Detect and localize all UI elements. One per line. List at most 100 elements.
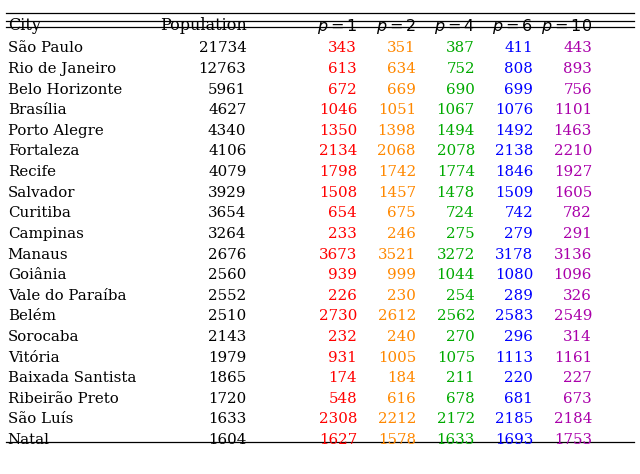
Text: 1633: 1633 <box>436 433 475 447</box>
Text: 724: 724 <box>446 206 475 220</box>
Text: 289: 289 <box>504 289 533 303</box>
Text: 240: 240 <box>387 330 416 344</box>
Text: 2210: 2210 <box>554 145 592 158</box>
Text: 1633: 1633 <box>208 412 246 427</box>
Text: 1076: 1076 <box>495 103 533 117</box>
Text: 1051: 1051 <box>378 103 416 117</box>
Text: 672: 672 <box>328 82 357 97</box>
Text: $p=10$: $p=10$ <box>541 17 592 36</box>
Text: 675: 675 <box>387 206 416 220</box>
Text: 4079: 4079 <box>208 165 246 179</box>
Text: 314: 314 <box>563 330 592 344</box>
Text: 1075: 1075 <box>436 351 475 365</box>
Text: 291: 291 <box>563 227 592 241</box>
Text: 3929: 3929 <box>208 186 246 200</box>
Text: 1046: 1046 <box>319 103 357 117</box>
Text: 2583: 2583 <box>495 310 533 323</box>
Text: 548: 548 <box>328 392 357 406</box>
Text: $p=6$: $p=6$ <box>492 17 533 36</box>
Text: 678: 678 <box>446 392 475 406</box>
Text: Salvador: Salvador <box>8 186 75 200</box>
Text: 2212: 2212 <box>378 412 416 427</box>
Text: $p=4$: $p=4$ <box>434 17 475 36</box>
Text: 1798: 1798 <box>319 165 357 179</box>
Text: 616: 616 <box>387 392 416 406</box>
Text: 1067: 1067 <box>436 103 475 117</box>
Text: 1927: 1927 <box>554 165 592 179</box>
Text: 2510: 2510 <box>208 310 246 323</box>
Text: 654: 654 <box>328 206 357 220</box>
Text: 2308: 2308 <box>319 412 357 427</box>
Text: 742: 742 <box>504 206 533 220</box>
Text: Sorocaba: Sorocaba <box>8 330 79 344</box>
Text: 1627: 1627 <box>319 433 357 447</box>
Text: 1578: 1578 <box>378 433 416 447</box>
Text: 634: 634 <box>387 62 416 76</box>
Text: 343: 343 <box>328 41 357 55</box>
Text: City: City <box>8 17 40 34</box>
Text: 1457: 1457 <box>378 186 416 200</box>
Text: 443: 443 <box>563 41 592 55</box>
Text: 2068: 2068 <box>378 145 416 158</box>
Text: 411: 411 <box>504 41 533 55</box>
Text: $p=1$: $p=1$ <box>317 17 357 36</box>
Text: Recife: Recife <box>8 165 56 179</box>
Text: 782: 782 <box>563 206 592 220</box>
Text: 174: 174 <box>328 371 357 385</box>
Text: 4106: 4106 <box>208 145 246 158</box>
Text: 2134: 2134 <box>319 145 357 158</box>
Text: 2560: 2560 <box>208 268 246 282</box>
Text: 2562: 2562 <box>436 310 475 323</box>
Text: 1604: 1604 <box>208 433 246 447</box>
Text: 3136: 3136 <box>554 247 592 262</box>
Text: Porto Alegre: Porto Alegre <box>8 124 104 138</box>
Text: 1693: 1693 <box>495 433 533 447</box>
Text: Goiânia: Goiânia <box>8 268 66 282</box>
Text: 275: 275 <box>446 227 475 241</box>
Text: 4340: 4340 <box>208 124 246 138</box>
Text: 1720: 1720 <box>208 392 246 406</box>
Text: 1742: 1742 <box>378 165 416 179</box>
Text: 999: 999 <box>387 268 416 282</box>
Text: 21734: 21734 <box>198 41 246 55</box>
Text: 1005: 1005 <box>378 351 416 365</box>
Text: 669: 669 <box>387 82 416 97</box>
Text: 3178: 3178 <box>495 247 533 262</box>
Text: 1492: 1492 <box>495 124 533 138</box>
Text: 1161: 1161 <box>554 351 592 365</box>
Text: Belo Horizonte: Belo Horizonte <box>8 82 122 97</box>
Text: Belém: Belém <box>8 310 56 323</box>
Text: 2138: 2138 <box>495 145 533 158</box>
Text: 387: 387 <box>446 41 475 55</box>
Text: 2612: 2612 <box>378 310 416 323</box>
Text: 3673: 3673 <box>319 247 357 262</box>
Text: 1478: 1478 <box>436 186 475 200</box>
Text: 931: 931 <box>328 351 357 365</box>
Text: Rio de Janeiro: Rio de Janeiro <box>8 62 116 76</box>
Text: 246: 246 <box>387 227 416 241</box>
Text: Curitiba: Curitiba <box>8 206 70 220</box>
Text: 1398: 1398 <box>378 124 416 138</box>
Text: 1865: 1865 <box>208 371 246 385</box>
Text: 2172: 2172 <box>436 412 475 427</box>
Text: 3521: 3521 <box>378 247 416 262</box>
Text: 2730: 2730 <box>319 310 357 323</box>
Text: 184: 184 <box>387 371 416 385</box>
Text: 1508: 1508 <box>319 186 357 200</box>
Text: 2078: 2078 <box>436 145 475 158</box>
Text: 1350: 1350 <box>319 124 357 138</box>
Text: 2549: 2549 <box>554 310 592 323</box>
Text: 226: 226 <box>328 289 357 303</box>
Text: 939: 939 <box>328 268 357 282</box>
Text: 699: 699 <box>504 82 533 97</box>
Text: 1101: 1101 <box>554 103 592 117</box>
Text: 2676: 2676 <box>208 247 246 262</box>
Text: 270: 270 <box>446 330 475 344</box>
Text: São Luís: São Luís <box>8 412 73 427</box>
Text: Natal: Natal <box>8 433 50 447</box>
Text: 220: 220 <box>504 371 533 385</box>
Text: 1096: 1096 <box>554 268 592 282</box>
Text: 326: 326 <box>563 289 592 303</box>
Text: 1979: 1979 <box>208 351 246 365</box>
Text: $p=2$: $p=2$ <box>376 17 416 36</box>
